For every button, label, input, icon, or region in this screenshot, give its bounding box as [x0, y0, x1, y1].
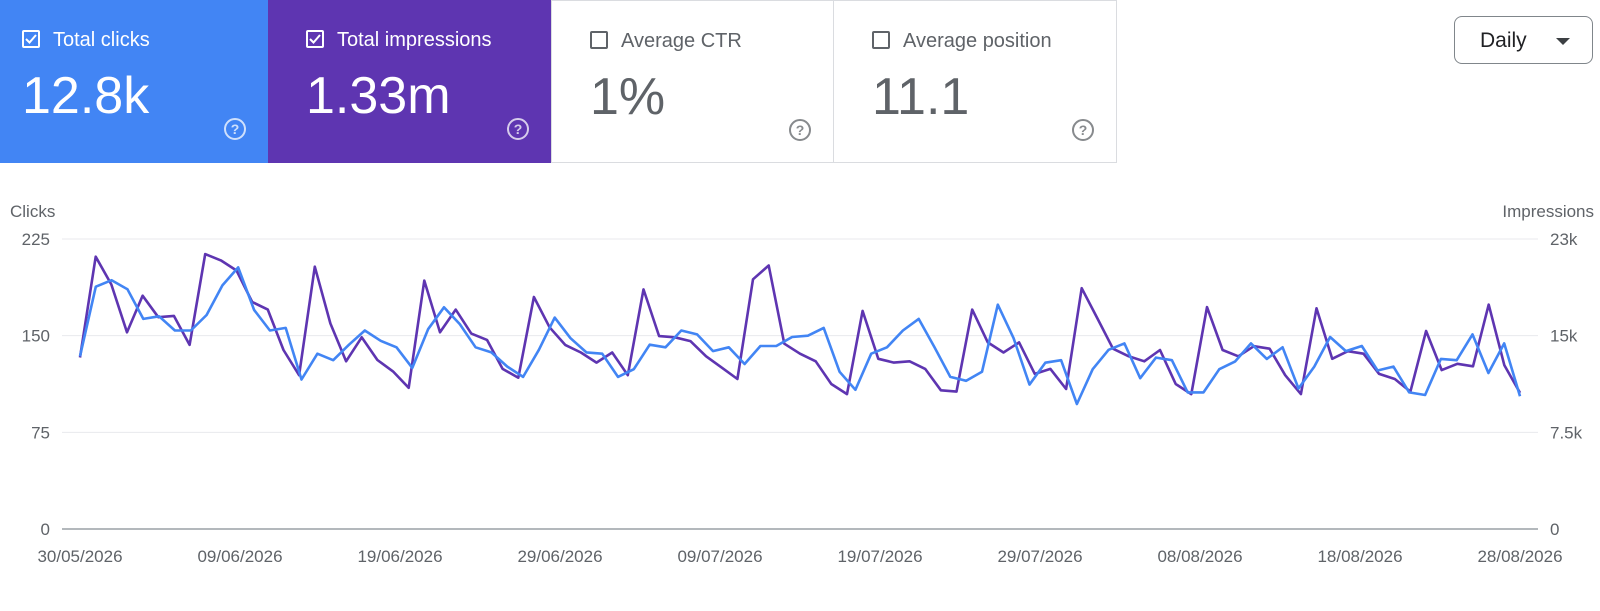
- average-position-value: 11.1: [872, 68, 970, 126]
- right-y-tick-label: 0: [1550, 520, 1559, 539]
- right-y-tick-label: 7.5k: [1550, 423, 1583, 442]
- left-y-tick-label: 0: [41, 520, 50, 539]
- total-impressions-card[interactable]: Total impressions 1.33m ?: [268, 0, 551, 163]
- help-icon[interactable]: ?: [789, 119, 811, 141]
- x-tick-label: 30/05/2026: [37, 547, 122, 566]
- dropdown-caret-icon: [1556, 38, 1570, 45]
- average-ctr-value: 1%: [590, 68, 666, 126]
- right-y-tick-label: 23k: [1550, 230, 1578, 249]
- x-tick-label: 18/08/2026: [1317, 547, 1402, 566]
- total-clicks-label: Total clicks: [53, 29, 150, 51]
- checkbox-unchecked-icon[interactable]: [590, 31, 608, 49]
- average-ctr-label: Average CTR: [621, 30, 742, 52]
- left-y-ticks: 0 75 150 225: [22, 230, 50, 539]
- x-tick-label: 29/07/2026: [997, 547, 1082, 566]
- x-tick-label: 29/06/2026: [517, 547, 602, 566]
- performance-chart: Clicks Impressions 0 75 150 225 0 7.5k 15k 23k…: [10, 202, 1594, 566]
- x-tick-label: 09/06/2026: [197, 547, 282, 566]
- checkbox-unchecked-icon[interactable]: [872, 31, 890, 49]
- grid-lines: [62, 238, 1538, 530]
- total-clicks-card[interactable]: Total clicks 12.8k ?: [0, 0, 268, 163]
- granularity-dropdown[interactable]: Daily: [1454, 16, 1593, 64]
- right-y-ticks: 0 7.5k 15k 23k: [1550, 230, 1583, 539]
- average-position-card[interactable]: Average position 11.1 ?: [834, 0, 1117, 163]
- average-ctr-card[interactable]: Average CTR 1% ?: [551, 0, 834, 163]
- series-line-clicks: [78, 266, 1522, 406]
- help-icon[interactable]: ?: [507, 118, 529, 140]
- x-tick-label: 19/06/2026: [357, 547, 442, 566]
- granularity-label: Daily: [1480, 29, 1527, 52]
- series-lines: [78, 252, 1522, 406]
- help-icon[interactable]: ?: [224, 118, 246, 140]
- right-y-tick-label: 15k: [1550, 327, 1578, 346]
- metric-cards: Total clicks 12.8k ? Total impressions 1…: [0, 0, 1117, 163]
- left-y-tick-label: 150: [22, 327, 50, 346]
- total-impressions-label: Total impressions: [337, 29, 492, 51]
- x-tick-label: 08/08/2026: [1157, 547, 1242, 566]
- checkbox-checked-icon[interactable]: [22, 30, 40, 48]
- checkbox-checked-icon[interactable]: [306, 30, 324, 48]
- x-tick-label: 09/07/2026: [677, 547, 762, 566]
- right-axis-title: Impressions: [1502, 202, 1594, 221]
- left-y-tick-label: 75: [31, 423, 50, 442]
- help-icon[interactable]: ?: [1072, 119, 1094, 141]
- left-axis-title: Clicks: [10, 202, 55, 221]
- total-impressions-value: 1.33m: [306, 67, 451, 125]
- x-tick-label: 28/08/2026: [1477, 547, 1562, 566]
- left-y-tick-label: 225: [22, 230, 50, 249]
- average-position-label: Average position: [903, 30, 1052, 52]
- series-line-impressions: [78, 252, 1522, 396]
- x-axis-ticks: 30/05/2026 09/06/2026 19/06/2026 29/06/2026…: [37, 547, 1562, 566]
- total-clicks-value: 12.8k: [22, 67, 150, 125]
- x-tick-label: 19/07/2026: [837, 547, 922, 566]
